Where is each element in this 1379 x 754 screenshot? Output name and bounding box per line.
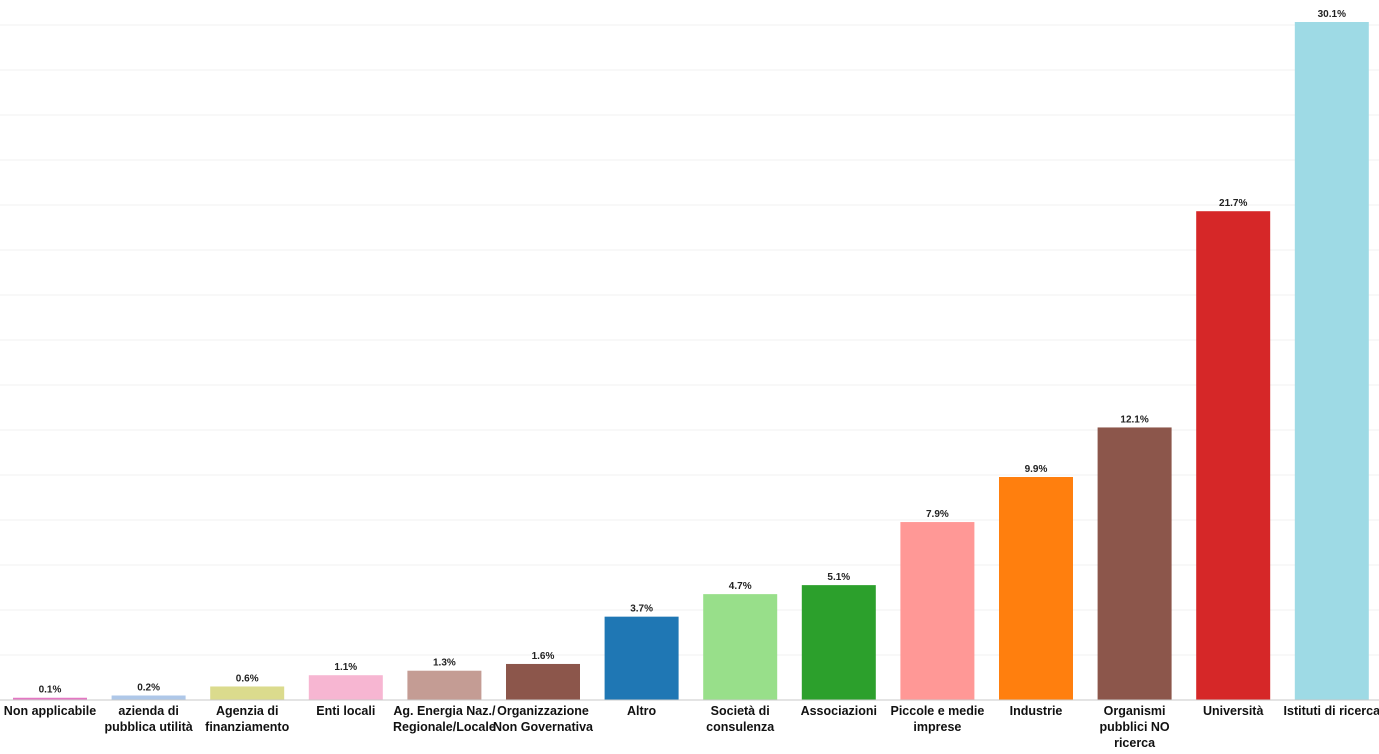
category-label: pubblici NO (1100, 720, 1170, 734)
category-label: Ag. Energia Naz./ (393, 704, 496, 718)
category-label: Università (1203, 704, 1263, 718)
category-label: finanziamento (205, 720, 289, 734)
category-label: Altro (627, 704, 657, 718)
category-label: Società di (711, 704, 770, 718)
data-label: 0.6% (236, 673, 259, 684)
category-labels: Non applicabile azienda di pubblica utilit… (4, 704, 1379, 750)
category-label: Organismi (1104, 704, 1166, 718)
data-label: 1.3% (433, 658, 456, 669)
bar (210, 686, 285, 700)
bar (900, 522, 975, 700)
category-label: consulenza (706, 720, 775, 734)
data-label: 4.7% (729, 581, 752, 592)
bar (308, 675, 383, 700)
bar (407, 670, 482, 700)
data-label: 1.1% (334, 662, 357, 673)
category-label: Organizzazione (497, 704, 589, 718)
bar (1294, 22, 1369, 700)
category-label: Regionale/Locale (393, 720, 496, 734)
category-label: Industrie (1010, 704, 1063, 718)
category-label: Enti locali (316, 704, 375, 718)
category-label: Agenzia di (216, 704, 279, 718)
data-label: 1.6% (532, 651, 555, 662)
data-label: 3.7% (630, 604, 653, 615)
bar (801, 585, 876, 700)
data-label: 7.9% (926, 509, 949, 520)
category-label: Non applicabile (4, 704, 96, 718)
data-label: 21.7% (1219, 198, 1247, 209)
value-labels: 0.1% 0.2% 0.6% 1.1% 1.3% 1.6% 3.7% 4.7% 5.1% 7.9%… (39, 9, 1346, 696)
category-label: Istituti di ricerca (1284, 704, 1379, 718)
category-label: Associazioni (801, 704, 877, 718)
bars (13, 22, 1369, 701)
data-label: 0.1% (39, 685, 62, 696)
category-label: Non Governativa (493, 720, 594, 734)
category-label: imprese (913, 720, 961, 734)
category-label: ricerca (1114, 736, 1156, 750)
bar (13, 697, 87, 700)
data-label: 9.9% (1025, 464, 1048, 475)
bar (1196, 211, 1271, 701)
gridlines (0, 24, 1379, 656)
bar (506, 663, 580, 700)
data-label: 12.1% (1120, 414, 1148, 425)
category-label: Piccole e medie (890, 704, 984, 718)
category-label: pubblica utilità (104, 720, 192, 734)
category-label: azienda di (118, 704, 178, 718)
bar (999, 477, 1073, 700)
bar (604, 616, 679, 700)
bar (111, 695, 186, 700)
bar (703, 594, 778, 700)
data-label: 30.1% (1318, 9, 1346, 20)
data-label: 0.2% (137, 682, 160, 693)
bar (1097, 427, 1172, 700)
data-label: 5.1% (827, 572, 850, 583)
